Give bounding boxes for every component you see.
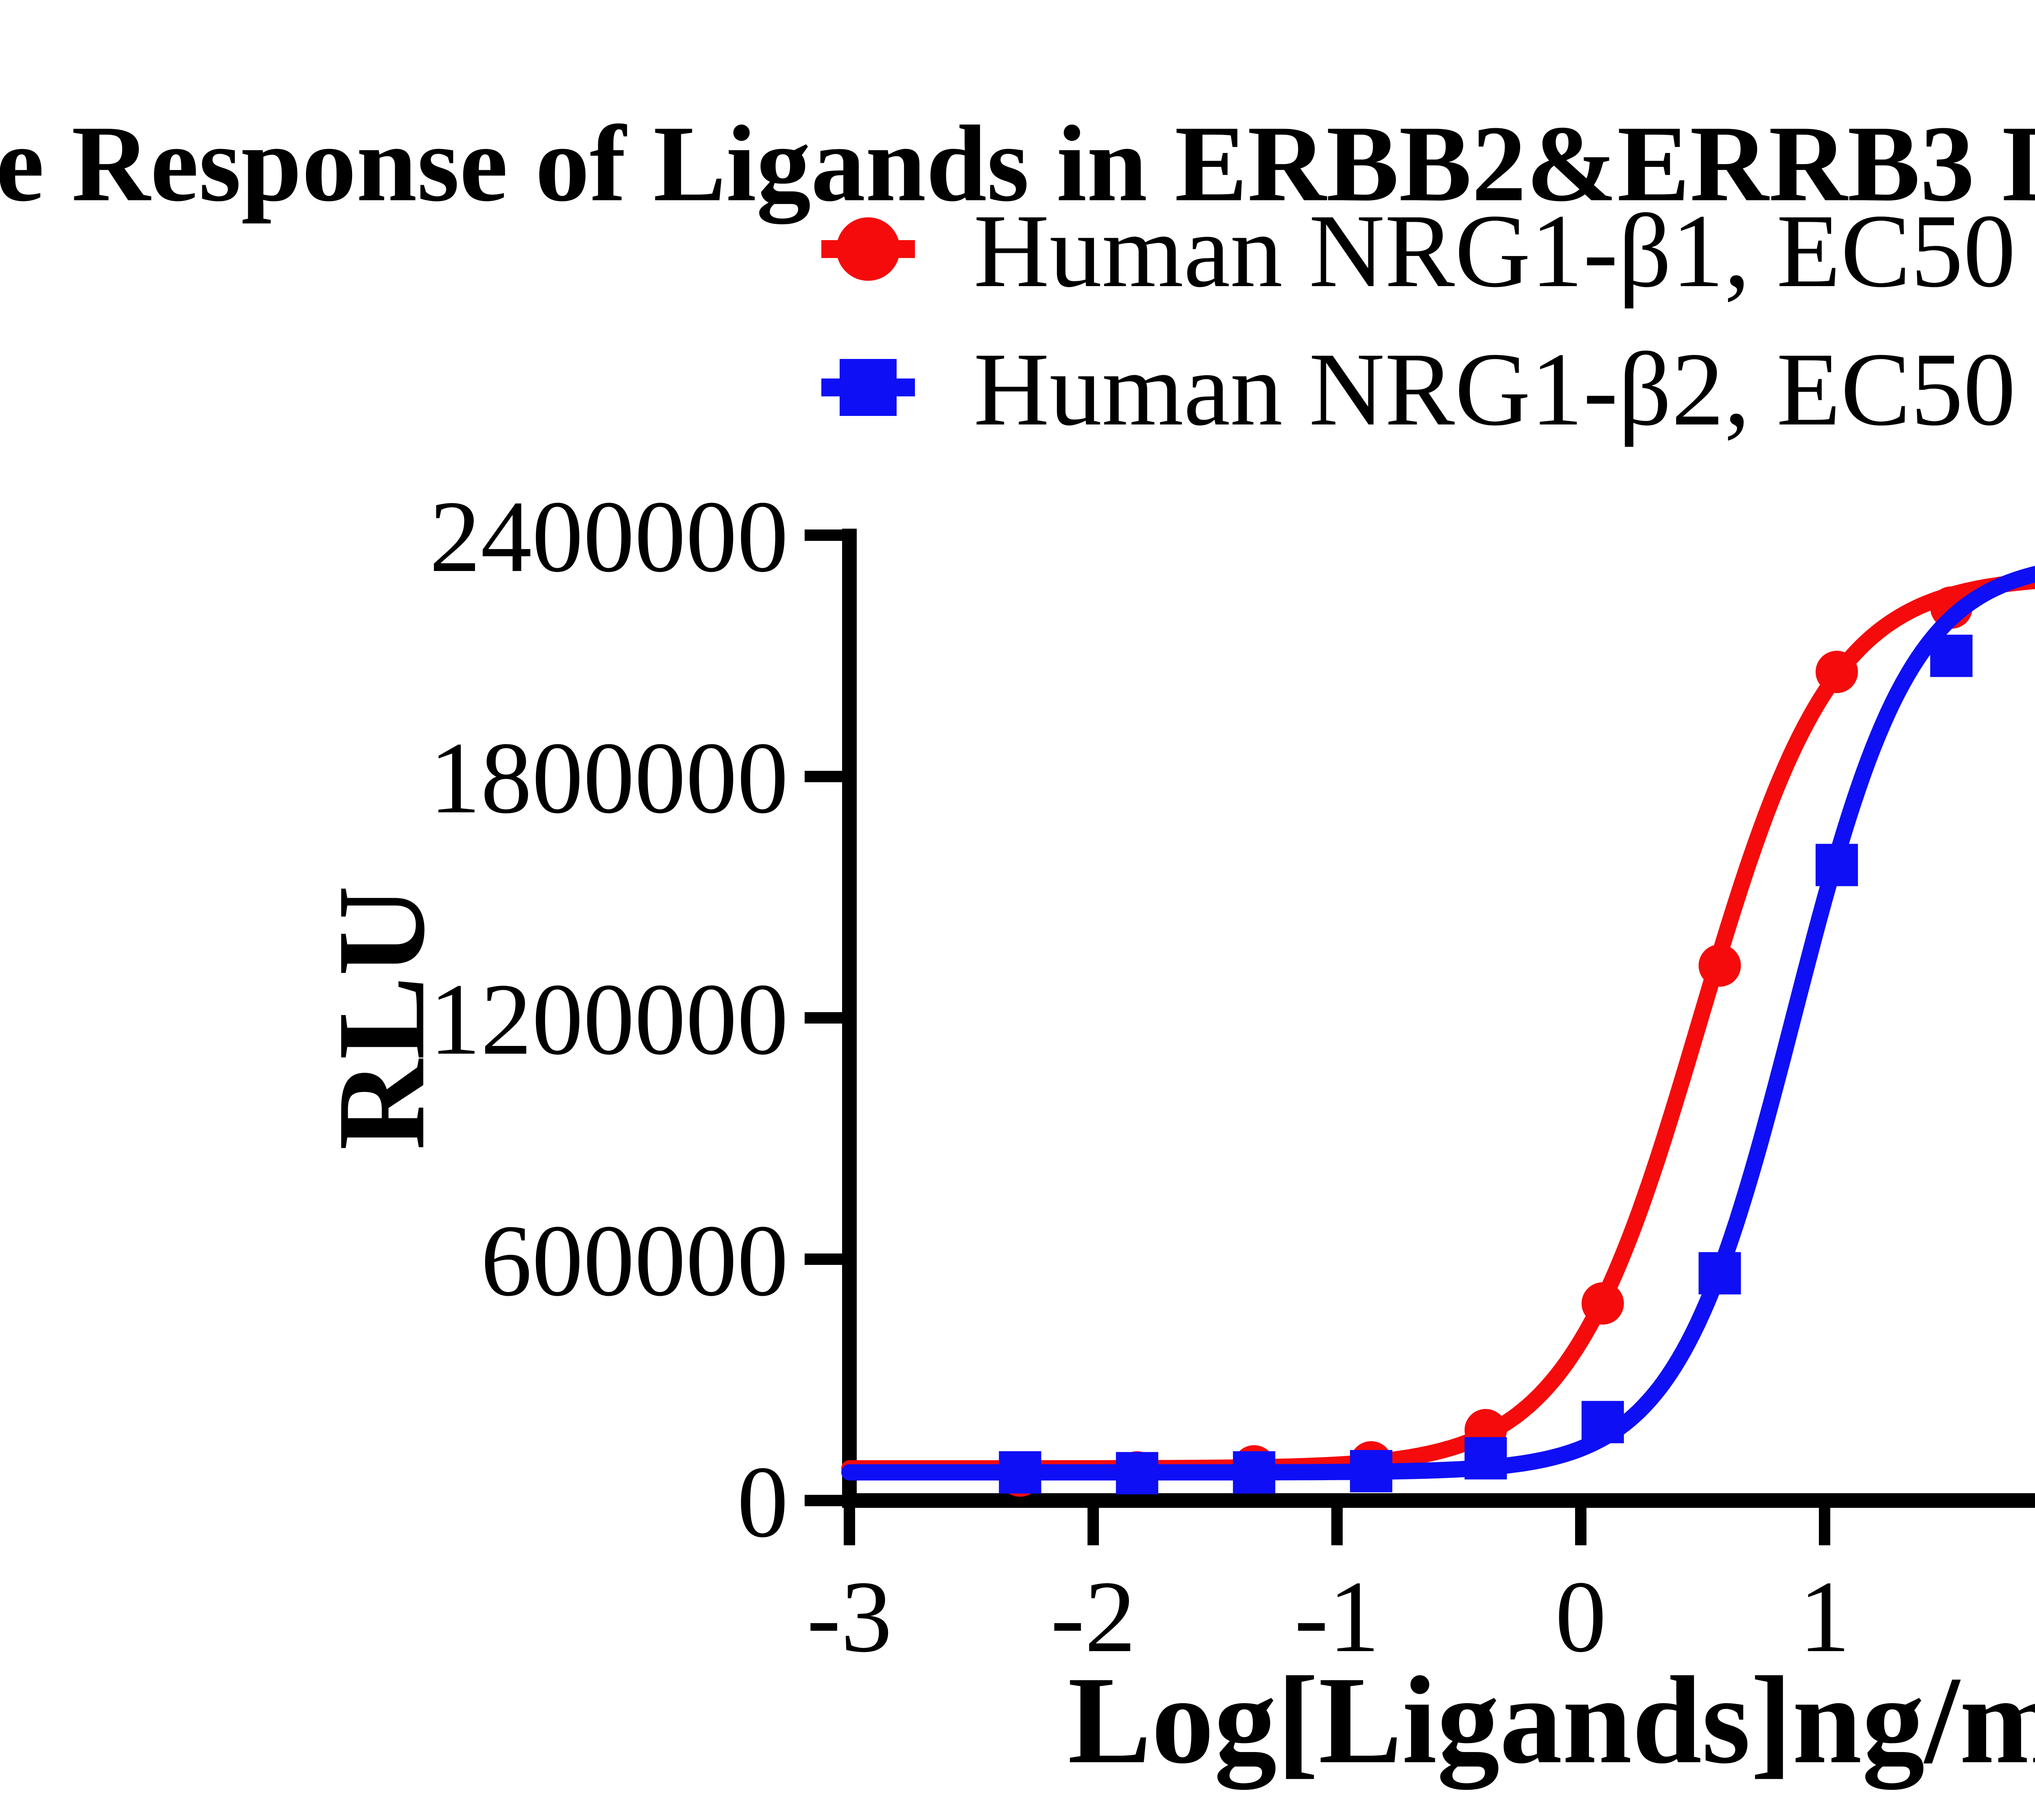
data-point-nrg1-b1: [1815, 651, 1858, 693]
page-title: Dose Response of Ligands in ERBB2&ERRB3 …: [0, 103, 2035, 226]
data-point-nrg1-b2: [1116, 1452, 1158, 1494]
x-axis-tick-label: -3: [807, 1560, 892, 1673]
legend-label-nrg1-b2: Human NRG1-β2, EC50 = 7.48 ng/ml: [974, 331, 2035, 447]
y-axis-tick-label: 1800000: [429, 721, 788, 835]
y-axis-tick-label: 1200000: [429, 962, 788, 1076]
series-curve-nrg1-b2: [841, 566, 2035, 1481]
data-point-nrg1-b2: [1815, 844, 1858, 886]
data-point-nrg1-b2: [1464, 1437, 1507, 1480]
legend-item-nrg1-b1: Human NRG1-β1, EC50 = 3.07 ng/ml: [821, 192, 2035, 309]
data-point-nrg1-b2: [1350, 1450, 1392, 1492]
data-point-nrg1-b1: [1698, 944, 1741, 987]
legend-item-nrg1-b2: Human NRG1-β2, EC50 = 7.48 ng/ml: [821, 331, 2035, 447]
legend-circle-marker-icon: [836, 217, 900, 281]
data-point-nrg1-b2: [1581, 1401, 1624, 1444]
x-axis-tick-label: 1: [1799, 1560, 1850, 1673]
y-axis-tick-label: 2400000: [429, 479, 788, 593]
legend-square-marker-icon: [840, 359, 897, 416]
data-point-nrg1-b2: [1930, 634, 1973, 677]
data-point-nrg1-b2: [1233, 1451, 1276, 1494]
data-point-nrg1-b2: [999, 1451, 1042, 1494]
y-axis-tick-label: 0: [737, 1445, 788, 1559]
legend: Human NRG1-β1, EC50 = 3.07 ng/ml Human N…: [821, 192, 2035, 447]
data-point-nrg1-b1: [1581, 1282, 1624, 1325]
x-axis-title: Log[Ligands]ng/ml: [1068, 1651, 2035, 1792]
data-point-nrg1-b2: [1698, 1252, 1741, 1295]
y-axis-tick-label: 600000: [481, 1203, 788, 1317]
y-axis-title: RLU: [312, 886, 451, 1150]
series-curve-nrg1-b1: [841, 573, 2035, 1477]
x-axis-tick-label: -2: [1050, 1560, 1136, 1673]
x-axis-tick-label: 0: [1555, 1560, 1606, 1673]
x-axis-tick-label: -1: [1294, 1560, 1380, 1673]
legend-label-nrg1-b1: Human NRG1-β1, EC50 = 3.07 ng/ml: [974, 192, 2035, 309]
